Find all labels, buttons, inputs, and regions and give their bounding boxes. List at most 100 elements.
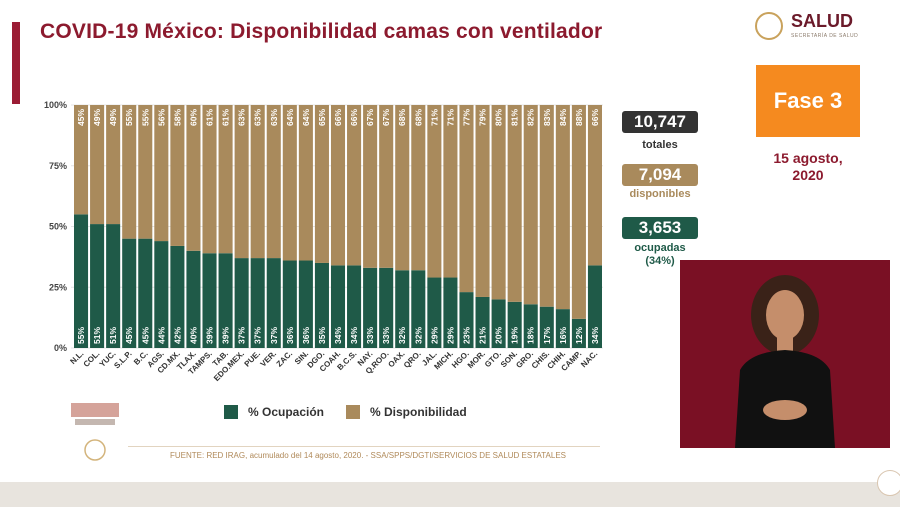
- bar-disponibilidad: [330, 105, 346, 266]
- data-label-ocupacion: 35%: [317, 327, 327, 344]
- bar-ocupacion: [90, 224, 105, 348]
- data-label-disponibilidad: 64%: [301, 109, 311, 126]
- legend-swatch-disponibilidad: [346, 405, 360, 419]
- sign-language-interpreter-video: [680, 260, 890, 448]
- bar-disponibilidad: [138, 105, 153, 239]
- ocupadas-value: 3,653: [622, 217, 698, 239]
- data-label-disponibilidad: 79%: [478, 109, 488, 126]
- bar-ocupacion: [170, 245, 185, 348]
- data-label-disponibilidad: 58%: [172, 109, 182, 126]
- bar-ocupacion: [218, 253, 233, 348]
- bar-disponibilidad: [314, 105, 329, 263]
- data-label-ocupacion: 32%: [413, 327, 423, 344]
- bottom-band: [0, 482, 900, 507]
- bar-disponibilidad: [555, 105, 570, 310]
- phase-badge: Fase 3: [756, 65, 860, 137]
- bar-ocupacion: [459, 292, 474, 348]
- bar-ocupacion: [539, 306, 554, 348]
- legend-label-disponibilidad: % Disponibilidad: [370, 405, 467, 419]
- interpreter-figure: [735, 275, 835, 448]
- bar-disponibilidad: [475, 105, 490, 297]
- logo-subtitle: SECRETARÍA DE SALUD: [791, 33, 859, 39]
- data-label-disponibilidad: 63%: [237, 109, 247, 126]
- bar-disponibilidad: [202, 105, 217, 254]
- bar-ocupacion: [411, 270, 426, 348]
- data-label-disponibilidad: 68%: [397, 109, 407, 126]
- bar-disponibilidad: [154, 105, 169, 242]
- bar-ocupacion: [154, 241, 169, 348]
- data-label-disponibilidad: 63%: [269, 109, 279, 126]
- bar-ocupacion: [587, 265, 602, 348]
- bar-disponibilidad: [298, 105, 313, 261]
- legend-swatch-ocupacion: [224, 405, 238, 419]
- bar-ocupacion: [266, 258, 281, 348]
- data-label-ocupacion: 19%: [510, 327, 520, 344]
- data-label-ocupacion: 20%: [494, 327, 504, 344]
- salud-logo: SALUD SECRETARÍA DE SALUD: [755, 10, 875, 46]
- data-label-ocupacion: 44%: [156, 327, 166, 344]
- data-label-ocupacion: 42%: [172, 327, 182, 344]
- data-label-ocupacion: 29%: [429, 327, 439, 344]
- data-label-disponibilidad: 71%: [445, 109, 455, 126]
- bar-ocupacion: [330, 265, 346, 348]
- bar-disponibilidad: [379, 105, 394, 268]
- data-label-ocupacion: 37%: [269, 327, 279, 344]
- data-label-ocupacion: 34%: [349, 327, 359, 344]
- bar-disponibilidad: [122, 105, 137, 239]
- x-tick-label: PUE.: [243, 349, 263, 369]
- bar-disponibilidad: [218, 105, 233, 254]
- totales-value: 10,747: [622, 111, 698, 133]
- data-label-disponibilidad: 80%: [494, 109, 504, 126]
- data-label-ocupacion: 39%: [205, 327, 215, 344]
- data-label-ocupacion: 23%: [461, 327, 471, 344]
- bar-disponibilidad: [74, 105, 89, 215]
- date-line-2: 2020: [792, 167, 824, 183]
- bar-ocupacion: [138, 238, 153, 348]
- data-label-ocupacion: 33%: [381, 327, 391, 344]
- data-label-ocupacion: 51%: [108, 327, 118, 344]
- bar-disponibilidad: [443, 105, 458, 278]
- bar-disponibilidad: [347, 105, 362, 266]
- page-title: COVID-19 México: Disponibilidad camas co…: [40, 20, 603, 43]
- data-label-ocupacion: 37%: [253, 327, 263, 344]
- data-label-disponibilidad: 45%: [76, 109, 86, 126]
- y-tick-label: 100%: [44, 100, 67, 110]
- x-tick-label: COL.: [82, 349, 102, 369]
- bar-ocupacion: [395, 270, 410, 348]
- bar-ocupacion: [122, 238, 137, 348]
- data-label-ocupacion: 36%: [301, 327, 311, 344]
- footer-divider: [128, 446, 600, 447]
- bar-ocupacion: [234, 258, 249, 348]
- data-label-ocupacion: 45%: [140, 327, 150, 344]
- bar-disponibilidad: [523, 105, 538, 305]
- bar-disponibilidad: [427, 105, 442, 278]
- heroes-illustration: [71, 403, 119, 461]
- y-tick-label: 75%: [49, 161, 67, 171]
- data-label-disponibilidad: 81%: [510, 109, 520, 126]
- y-tick-label: 50%: [49, 222, 67, 232]
- bar-ocupacion: [379, 267, 394, 348]
- x-tick-label: VER.: [259, 349, 279, 369]
- x-tick-label: ZAC.: [275, 349, 295, 369]
- gobierno-logo-icon: [877, 470, 900, 496]
- bar-ocupacion: [186, 250, 201, 348]
- data-label-ocupacion: 39%: [221, 327, 231, 344]
- bar-disponibilidad: [507, 105, 522, 302]
- x-tick-label: MICH.: [432, 349, 454, 371]
- title-accent-bar: [12, 22, 20, 104]
- data-label-ocupacion: 45%: [124, 327, 134, 344]
- data-label-disponibilidad: 66%: [590, 109, 600, 126]
- legend-ocupacion: % Ocupación: [224, 405, 324, 419]
- legend-disponibilidad: % Disponibilidad: [346, 405, 467, 419]
- data-label-ocupacion: 33%: [365, 327, 375, 344]
- data-label-disponibilidad: 67%: [365, 109, 375, 126]
- legend-label-ocupacion: % Ocupación: [248, 405, 325, 419]
- totales-label: totales: [642, 139, 678, 151]
- data-label-disponibilidad: 63%: [253, 109, 263, 126]
- bar-ocupacion: [571, 318, 586, 348]
- report-date: 15 agosto, 2020: [756, 150, 860, 184]
- data-label-ocupacion: 21%: [478, 327, 488, 344]
- bar-ocupacion: [555, 309, 570, 348]
- bar-ocupacion: [282, 260, 297, 348]
- disponibles-label: disponibles: [629, 188, 691, 200]
